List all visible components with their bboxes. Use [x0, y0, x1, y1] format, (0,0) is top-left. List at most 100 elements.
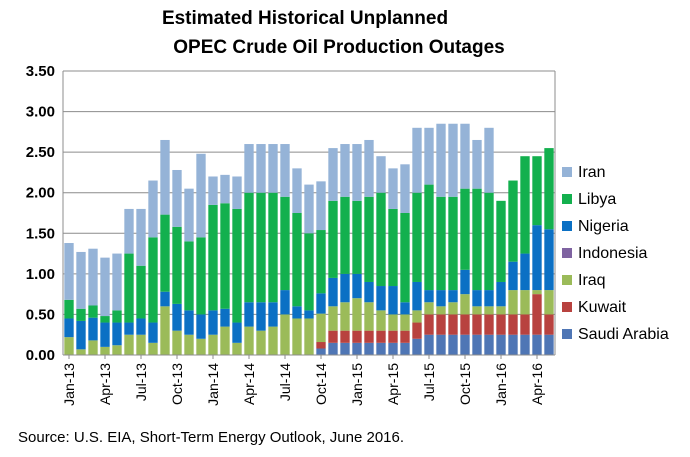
axes: [62, 71, 556, 356]
bar-segment-iran: [148, 180, 158, 238]
bar-segment-iraq: [124, 334, 134, 355]
bar-segment-iraq: [292, 318, 302, 355]
bar-segment-iraq: [64, 337, 74, 355]
bar-segment-iraq: [88, 340, 98, 355]
bar-segment-iran: [364, 139, 374, 197]
bar-segment-iran: [412, 127, 422, 193]
bar-segment-nigeria: [484, 290, 494, 307]
bar-segment-libya: [268, 192, 278, 303]
bar-segment-libya: [436, 196, 446, 291]
bar-segment-libya: [544, 148, 554, 230]
bar-segment-iran: [268, 144, 278, 193]
bar-segment-libya: [292, 213, 302, 307]
bar-segment-iran: [76, 251, 86, 309]
bar-segment-nigeria: [460, 269, 470, 295]
bar-segment-iraq: [244, 326, 254, 355]
bar-segment-saudi-arabia: [508, 334, 518, 355]
bar-segment-iraq: [268, 326, 278, 355]
bar-segment-iraq: [172, 330, 182, 355]
y-tick-label: 2.50: [26, 144, 55, 161]
bar-segment-libya: [280, 196, 290, 291]
legend-label: Indonesia: [578, 245, 647, 262]
bar-segment-kuwait: [448, 314, 458, 335]
bar-segment-libya: [100, 316, 110, 323]
bars: [64, 123, 554, 355]
bar-segment-kuwait: [340, 330, 350, 343]
bar-segment-nigeria: [400, 302, 410, 315]
bar-segment-kuwait: [544, 314, 554, 335]
bar-segment-kuwait: [364, 330, 374, 343]
bar-segment-saudi-arabia: [352, 342, 362, 355]
legend-swatch-nigeria: [562, 221, 572, 231]
bar-segment-nigeria: [64, 318, 74, 338]
legend-swatch-saudi-arabia: [562, 329, 572, 339]
bar-segment-nigeria: [304, 310, 314, 319]
bar-segment-iran: [244, 144, 254, 193]
bar-segment-iraq: [76, 349, 86, 355]
bar-segment-nigeria: [340, 273, 350, 303]
bar-segment-libya: [232, 208, 242, 323]
bar-segment-iran: [184, 188, 194, 242]
bar-segment-libya: [196, 237, 206, 315]
bar-segment-libya: [136, 265, 146, 319]
bar-segment-libya: [400, 213, 410, 303]
bar-segment-iraq: [352, 298, 362, 331]
bar-segment-nigeria: [136, 318, 146, 335]
bar-segment-kuwait: [352, 330, 362, 343]
bar-segment-iraq: [232, 342, 242, 355]
chart-title-line-1: Estimated Historical Unplanned: [161, 8, 449, 29]
bar-segment-libya: [208, 204, 218, 311]
bar-segment-iraq: [136, 334, 146, 355]
bar-segment-nigeria: [508, 261, 518, 291]
bar-segment-iraq: [304, 318, 314, 355]
bar-segment-kuwait: [520, 314, 530, 335]
bar-segment-nigeria: [496, 281, 506, 307]
bar-segment-iran: [172, 169, 182, 227]
bar-segment-kuwait: [400, 330, 410, 343]
bar-segment-iran: [424, 127, 434, 185]
bar-segment-iraq: [256, 330, 266, 355]
bar-segment-libya: [256, 192, 266, 303]
bar-segment-iran: [100, 257, 110, 317]
bar-segment-iraq: [196, 338, 206, 355]
bar-segment-kuwait: [496, 314, 506, 335]
bar-segment-iran: [352, 144, 362, 201]
bar-segment-kuwait: [412, 322, 422, 339]
bar-segment-iran: [208, 176, 218, 205]
bar-segment-nigeria: [88, 317, 98, 341]
bar-segment-nigeria: [532, 225, 542, 291]
bar-segment-iraq: [220, 326, 230, 355]
x-tick-label: Oct-14: [313, 363, 329, 405]
x-tick-label: Apr-13: [97, 363, 113, 405]
legend-label: Nigeria: [578, 218, 629, 235]
bar-segment-saudi-arabia: [364, 342, 374, 355]
bar-segment-iraq: [160, 306, 170, 355]
y-tick-label: 3.50: [26, 63, 55, 80]
bar-segment-nigeria: [208, 310, 218, 335]
bar-segment-libya: [460, 188, 470, 270]
bar-segment-libya: [64, 299, 74, 319]
bar-segment-nigeria: [160, 291, 170, 307]
bar-segment-iran: [388, 168, 398, 209]
bar-segment-iraq: [112, 345, 122, 355]
bar-segment-iran: [304, 184, 314, 234]
bar-segment-nigeria: [100, 322, 110, 347]
legend-label: Libya: [578, 191, 616, 208]
bar-segment-nigeria: [184, 310, 194, 335]
bar-segment-nigeria: [352, 273, 362, 299]
bar-segment-iran: [448, 123, 458, 197]
bar-segment-nigeria: [436, 290, 446, 307]
bar-segment-iraq: [340, 302, 350, 331]
bar-segment-iraq: [460, 294, 470, 315]
bar-segment-nigeria: [232, 322, 242, 343]
bar-segment-nigeria: [412, 281, 422, 311]
bar-segment-iran: [472, 139, 482, 189]
x-axis-ticks: Jan-13 Apr-13 Jul-13 Oct-13 Jan-14 Apr-14 Jul-…: [61, 355, 545, 406]
bar-segment-libya: [328, 200, 338, 278]
x-tick-label: Jul-14: [277, 363, 293, 401]
bar-segment-iran: [460, 123, 470, 189]
x-tick-label: Apr-15: [385, 363, 401, 405]
bar-segment-nigeria: [544, 229, 554, 291]
x-tick-label: Oct-15: [457, 363, 473, 405]
bar-segment-libya: [520, 156, 530, 254]
